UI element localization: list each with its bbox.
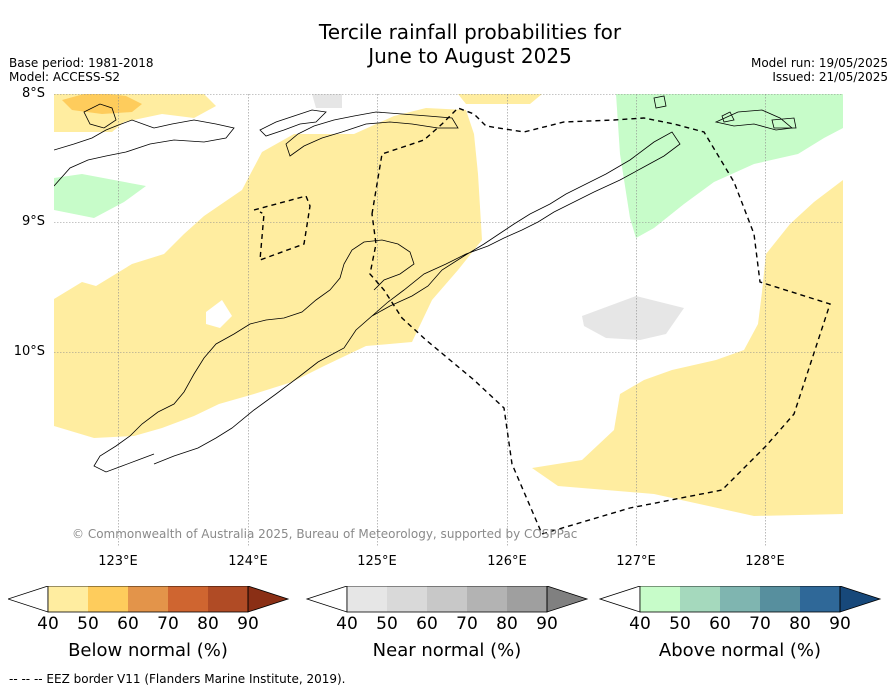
colorbar-below-tick: 70 (157, 614, 179, 634)
colorbar-above-segment (720, 586, 760, 612)
issued-date: Issued: 21/05/2025 (772, 70, 888, 84)
coastline-islet-3 (771, 117, 797, 129)
colorbar-above-tick: 50 (669, 614, 691, 634)
colorbar-near-tick: 90 (536, 614, 558, 634)
map-canvas (54, 94, 843, 546)
colorbar-below-tick: 80 (197, 614, 219, 634)
colorbar-above-extend-low (598, 586, 641, 613)
meta-right: Model run: 19/05/2025 Issued: 21/05/2025 (751, 56, 888, 84)
colorbar-near-label: Near normal (%) (372, 640, 522, 661)
colorbar-above-tick: 70 (749, 614, 771, 634)
colorbar-below-tick: 50 (77, 614, 99, 634)
colorbar-above-segment (640, 586, 680, 612)
colorbar-below-tick: 40 (37, 614, 59, 634)
lat-label-8s: 8°S (21, 86, 45, 101)
colorbar-below-tick: 90 (237, 614, 259, 634)
coastline-alor (259, 109, 327, 137)
colorbar-below-extend-low (8, 586, 49, 613)
colorbar-above-segment (680, 586, 720, 612)
colorbars (8, 586, 882, 613)
colorbar-near-segment (467, 586, 507, 612)
colorbar-above-outline (639, 586, 841, 613)
colorbar-near-tick: 40 (336, 614, 358, 634)
coastline-island-small (83, 103, 117, 129)
colorbar-near-segment (387, 586, 427, 612)
lon-label-127e: 127°E (616, 554, 656, 569)
meta-left: Base period: 1981-2018 Model: ACCESS-S2 (9, 56, 154, 84)
lon-label-128e: 128°E (745, 554, 785, 569)
colorbar-near-tick: 80 (496, 614, 518, 634)
lon-label-123e: 123°E (98, 554, 138, 569)
colorbar-near-outline (346, 586, 548, 613)
graticule (54, 94, 843, 546)
colorbar-near-segment (427, 586, 467, 612)
colorbar-above-segment (800, 586, 840, 612)
above-normal-region-ne (616, 94, 843, 238)
colorbar-below-extend-high (247, 586, 290, 613)
white-hole (206, 300, 232, 328)
colorbar-near-tick: 60 (416, 614, 438, 634)
colorbar-above-tick: 90 (829, 614, 851, 634)
colorbar-below-segment (128, 586, 168, 612)
model-name: Model: ACCESS-S2 (9, 70, 121, 84)
coastline-islet-1 (653, 95, 667, 109)
colorbar-below-segment (208, 586, 248, 612)
colorbar-above-tick: 80 (789, 614, 811, 634)
colorbar-below-segment (88, 586, 128, 612)
colorbar-near-segment (507, 586, 547, 612)
coastline-wetar (285, 111, 459, 157)
colorbar-near-tick: 70 (456, 614, 478, 634)
coastline-timor (153, 131, 681, 465)
below-normal-region-se (532, 180, 843, 516)
colorbar-below-label: Below normal (%) (68, 640, 228, 661)
coastlines (54, 95, 797, 473)
below-normal-patch-50 (62, 94, 142, 114)
title-line-2: June to August 2025 (368, 44, 572, 68)
lon-label-126e: 126°E (487, 554, 527, 569)
colorbar-near-tick: 50 (376, 614, 398, 634)
below-normal-strip-top (458, 94, 542, 104)
colorbar-near-extend-low (305, 586, 348, 613)
above-normal-region-west (54, 174, 146, 218)
lon-label-124e: 124°E (228, 554, 268, 569)
model-run: Model run: 19/05/2025 (750, 56, 888, 70)
colorbar-below-segment (168, 586, 208, 612)
below-normal-region-west (54, 94, 482, 438)
coastline-islet-2 (721, 111, 735, 123)
colorbar-above-tick: 60 (709, 614, 731, 634)
colorbar-below-tick: 60 (117, 614, 139, 634)
lon-label-125e: 125°E (357, 554, 397, 569)
coastline-flores (54, 119, 235, 187)
map-title: Tercile rainfall probabilities for June … (0, 20, 896, 68)
colorbar-near-segment (347, 586, 387, 612)
copyright-notice: © Commonwealth of Australia 2025, Bureau… (72, 527, 578, 541)
colorbar-above-segment (760, 586, 800, 612)
title-line-1: Tercile rainfall probabilities for (318, 20, 622, 44)
colorbar-below-outline (47, 586, 249, 613)
colorbar-above-tick: 40 (629, 614, 651, 634)
lat-label-10s: 10°S (13, 344, 45, 359)
colorbar-above-extend-high (839, 586, 882, 613)
colorbar-above-label: Above normal (%) (658, 640, 822, 661)
eez-footer-note: -- -- -- EEZ border V11 (Flanders Marine… (9, 672, 346, 686)
eez-border (253, 107, 831, 535)
near-normal-blob (582, 296, 684, 340)
near-normal-patch-north (312, 94, 342, 108)
colorbar-near-extend-high (546, 586, 589, 613)
coastline-timor-south (93, 239, 415, 473)
colorbar-below-segment (48, 586, 88, 612)
base-period: Base period: 1981-2018 (9, 56, 154, 70)
lat-label-9s: 9°S (21, 214, 45, 229)
